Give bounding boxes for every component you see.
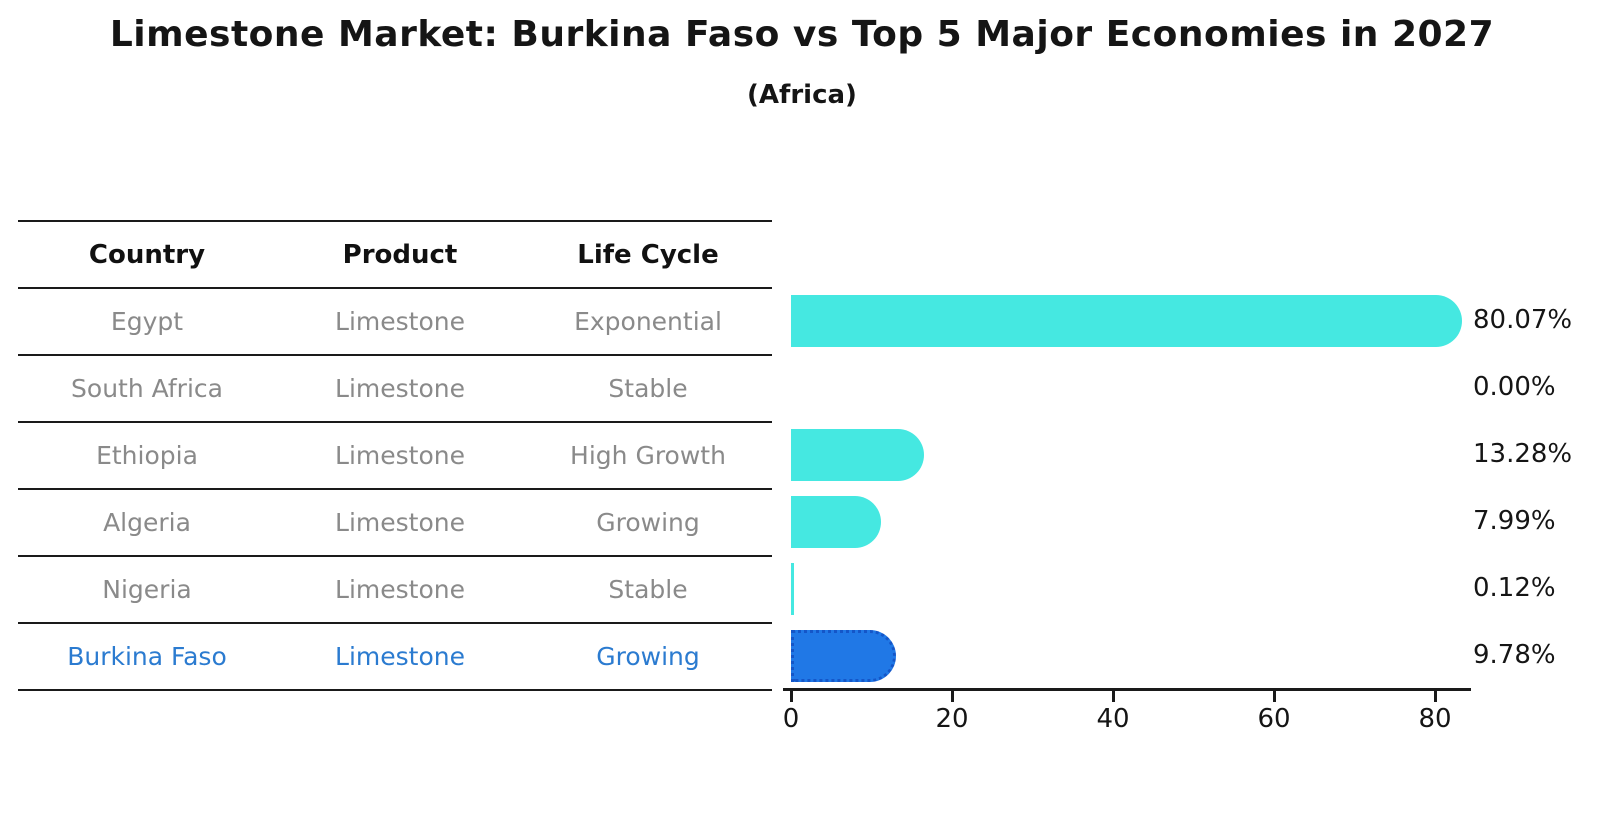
cell-product: Limestone xyxy=(335,508,465,537)
cell-product: Limestone xyxy=(335,374,465,403)
cell-life-cycle: High Growth xyxy=(570,441,726,470)
chart-title: Limestone Market: Burkina Faso vs Top 5 … xyxy=(109,14,1495,55)
cell-product: Limestone xyxy=(335,441,465,470)
x-axis-tick-label-40: 40 xyxy=(1096,704,1130,734)
table-row-ethiopia: Ethiopia Limestone High Growth xyxy=(18,421,772,488)
table-row-burkina-faso: Burkina Faso Limestone Growing xyxy=(18,622,772,691)
x-axis-tick-40 xyxy=(1111,691,1115,702)
bar-algeria xyxy=(791,496,881,548)
x-axis-tick-80 xyxy=(1433,691,1437,702)
bar-ethiopia xyxy=(791,429,924,481)
x-axis-tick-label-80: 80 xyxy=(1418,704,1452,734)
cell-life-cycle: Stable xyxy=(608,374,688,403)
cell-product: Limestone xyxy=(335,642,465,671)
value-label-nigeria: 0.12% xyxy=(1473,573,1556,603)
cell-life-cycle: Growing xyxy=(596,642,700,671)
x-axis-tick-label-0: 0 xyxy=(782,704,800,734)
cell-country: Nigeria xyxy=(102,575,192,604)
value-label-south-africa: 0.00% xyxy=(1473,372,1556,402)
cell-country: Burkina Faso xyxy=(67,642,227,671)
table-row-nigeria: Nigeria Limestone Stable xyxy=(18,555,772,622)
value-label-algeria: 7.99% xyxy=(1473,506,1556,536)
cell-product: Limestone xyxy=(335,307,465,336)
table-row-egypt: Egypt Limestone Exponential xyxy=(18,287,772,354)
cell-country: Algeria xyxy=(103,508,191,537)
x-axis-tick-0 xyxy=(789,691,793,702)
value-label-ethiopia: 13.28% xyxy=(1473,439,1573,469)
table-header-product: Product xyxy=(342,239,458,270)
bar-burkina-faso xyxy=(791,630,896,682)
x-axis-tick-label-20: 20 xyxy=(935,704,969,734)
cell-product: Limestone xyxy=(335,575,465,604)
x-axis-tick-60 xyxy=(1272,691,1276,702)
value-label-egypt: 80.07% xyxy=(1473,305,1573,335)
x-axis-tick-20 xyxy=(950,691,954,702)
x-axis-line xyxy=(783,688,1471,691)
value-label-burkina-faso: 9.78% xyxy=(1473,640,1556,670)
chart-subtitle: (Africa) xyxy=(747,80,857,110)
table-row-algeria: Algeria Limestone Growing xyxy=(18,488,772,555)
cell-life-cycle: Growing xyxy=(596,508,700,537)
table-row-south-africa: South Africa Limestone Stable xyxy=(18,354,772,421)
cell-country: Ethiopia xyxy=(96,441,198,470)
table-header-life-cycle: Life Cycle xyxy=(577,239,719,270)
table-header-row: Country Product Life Cycle xyxy=(18,220,772,287)
cell-life-cycle: Exponential xyxy=(574,307,722,336)
cell-country: South Africa xyxy=(71,374,223,403)
cell-life-cycle: Stable xyxy=(608,575,688,604)
x-axis-tick-label-60: 60 xyxy=(1257,704,1291,734)
bar-nigeria xyxy=(791,563,794,615)
country-table: Country Product Life Cycle Egypt Limestone Ex… xyxy=(18,220,772,691)
bar-egypt xyxy=(791,295,1462,347)
cell-country: Egypt xyxy=(110,307,184,336)
table-header-country: Country xyxy=(88,239,206,270)
